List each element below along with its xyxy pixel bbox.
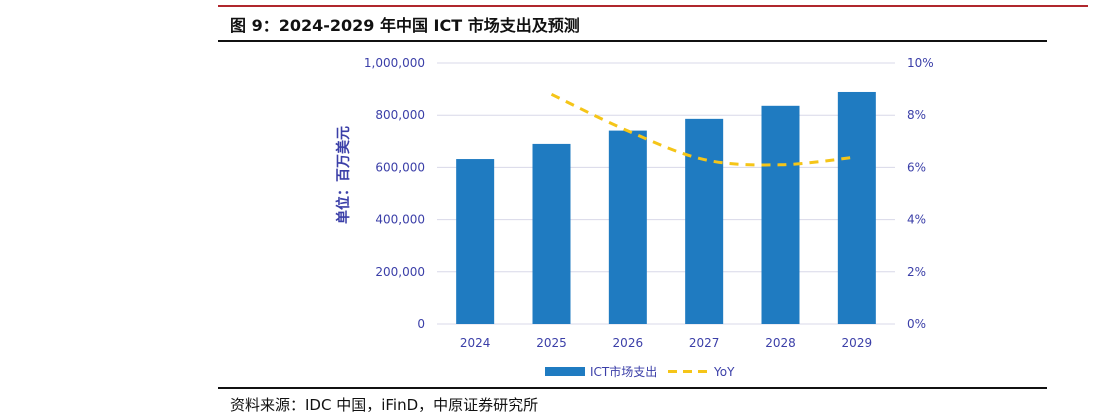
y2-tick-label: 4% bbox=[907, 213, 926, 227]
y2-tick-label: 8% bbox=[907, 108, 926, 122]
x-tick-label: 2029 bbox=[842, 336, 873, 350]
bar-2025 bbox=[532, 143, 571, 324]
source-note: 资料来源：IDC 中国，iFinD，中原证券研究所 bbox=[230, 396, 539, 414]
bar-2024 bbox=[456, 159, 495, 324]
y-tick-label: 600,000 bbox=[375, 160, 425, 174]
bar-2029 bbox=[837, 91, 876, 324]
bottom-rule bbox=[218, 387, 1047, 389]
x-tick-label: 2024 bbox=[460, 336, 491, 350]
title-rule bbox=[218, 40, 1047, 42]
legend-label-line: YoY bbox=[713, 365, 735, 379]
x-tick-label: 2028 bbox=[765, 336, 796, 350]
y2-tick-label: 0% bbox=[907, 317, 926, 331]
x-tick-label: 2025 bbox=[536, 336, 567, 350]
yoy-line bbox=[550, 92, 857, 167]
bar-2026 bbox=[608, 130, 647, 324]
bar-2028 bbox=[761, 105, 800, 324]
y-axis-label: 单位：百万美元 bbox=[335, 126, 352, 224]
y2-tick-label: 6% bbox=[907, 160, 926, 174]
y-tick-label: 200,000 bbox=[375, 265, 425, 279]
y2-tick-label: 2% bbox=[907, 265, 926, 279]
legend-swatch-bar bbox=[545, 367, 585, 376]
y-tick-label: 800,000 bbox=[375, 108, 425, 122]
legend-label-bar: ICT市场支出 bbox=[590, 364, 657, 379]
x-tick-label: 2026 bbox=[613, 336, 644, 350]
x-tick-label: 2027 bbox=[689, 336, 720, 350]
y2-tick-label: 10% bbox=[907, 56, 934, 70]
y-tick-label: 0 bbox=[417, 317, 425, 331]
figure-title: 图 9：2024-2029 年中国 ICT 市场支出及预测 bbox=[230, 16, 580, 35]
y-tick-label: 400,000 bbox=[375, 213, 425, 227]
bar-2027 bbox=[685, 118, 724, 324]
y-tick-label: 1,000,000 bbox=[364, 56, 425, 70]
top-accent-rule bbox=[218, 5, 1088, 7]
